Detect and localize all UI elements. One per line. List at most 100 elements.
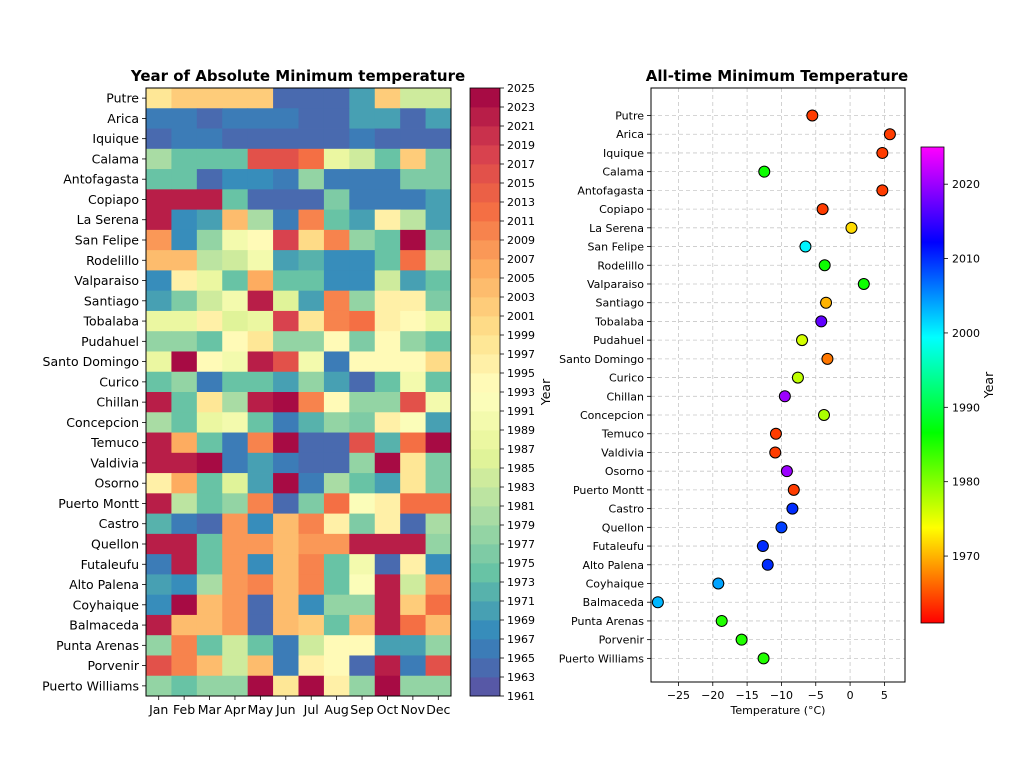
heatmap-cell (400, 675, 426, 697)
heatmap-colorbar-step (470, 259, 500, 279)
heatmap-colorbar-tick-label: 1977 (507, 538, 535, 551)
heatmap-colorbar-step (470, 506, 500, 526)
heatmap-colorbar-tick-label: 2011 (507, 215, 535, 228)
heatmap-cell (400, 169, 426, 190)
heatmap-cell (349, 574, 376, 596)
heatmap-cell (222, 675, 249, 697)
heatmap-cell (349, 270, 376, 292)
heatmap-cell (374, 229, 401, 251)
scatter-title: All-time Minimum Temperature (646, 67, 908, 85)
heatmap-cell (273, 331, 299, 352)
heatmap-x-tick-label: Jun (275, 702, 296, 717)
scatter-colorbar-tick-label: 2020 (952, 178, 980, 191)
scatter-point (796, 334, 809, 347)
heatmap-colorbar-tick-label: 2023 (507, 101, 535, 114)
heatmap-cell (247, 351, 274, 373)
heatmap-cell (349, 412, 376, 433)
heatmap-cell (323, 655, 350, 677)
heatmap-cell (349, 229, 376, 251)
heatmap-cell (298, 290, 325, 312)
heatmap-x-tick-label: Aug (324, 702, 348, 717)
heatmap-cell (349, 310, 376, 332)
heatmap-cell (323, 128, 350, 150)
scatter-y-tick-label: Antofagasta (577, 184, 644, 197)
scatter-y-tick-label: Concepcion (580, 409, 644, 422)
heatmap-cell (349, 250, 376, 271)
heatmap-cell (323, 331, 350, 352)
heatmap-cell (323, 88, 350, 109)
heatmap-cell (196, 412, 223, 433)
heatmap-cell (374, 533, 401, 555)
heatmap-cell (196, 594, 223, 616)
heatmap-cell (323, 635, 350, 656)
heatmap-cell (146, 310, 172, 332)
scatter-point (757, 652, 770, 665)
heatmap-colorbar-tick-label: 1993 (507, 386, 535, 399)
heatmap-cell (374, 513, 401, 535)
heatmap-colorbar-step (470, 392, 500, 412)
heatmap-cell (222, 88, 249, 109)
heatmap-cell (273, 574, 299, 596)
heatmap-cell (323, 169, 350, 190)
heatmap-cell (222, 533, 249, 555)
heatmap-cell (247, 635, 274, 656)
heatmap-cell (222, 432, 249, 454)
heatmap-y-tick-label: Futaleufu (81, 557, 139, 572)
heatmap-cell (374, 675, 401, 697)
heatmap-y-tick-label: Castro (99, 516, 139, 531)
heatmap-cell (374, 574, 401, 596)
heatmap-cell (323, 574, 350, 596)
heatmap-cell (222, 108, 249, 129)
heatmap-x-tick-label: Apr (224, 702, 246, 717)
heatmap-cell (146, 331, 172, 352)
heatmap-cell (196, 250, 223, 271)
heatmap-colorbar-tick-label: 2015 (507, 177, 535, 190)
heatmap-cell (273, 209, 299, 231)
heatmap-cell (425, 371, 452, 393)
heatmap-cell (146, 290, 172, 312)
heatmap-cell (425, 432, 452, 454)
heatmap-cell (196, 88, 223, 109)
heatmap-cell (425, 189, 452, 210)
heatmap-cell (400, 635, 426, 656)
heatmap-cell (298, 513, 325, 535)
heatmap-cell (425, 88, 452, 109)
heatmap-cell (323, 270, 350, 292)
heatmap-cell (222, 635, 249, 656)
heatmap-colorbar-tick-label: 2019 (507, 139, 535, 152)
heatmap-colorbar-tick-label: 1997 (507, 348, 535, 361)
heatmap-y-tick-label: Santiago (84, 293, 139, 308)
heatmap-cell (273, 473, 299, 494)
heatmap-colorbar-step (470, 639, 500, 659)
heatmap-cell (273, 452, 299, 474)
heatmap-cell (196, 371, 223, 393)
heatmap-colorbar-step (470, 525, 500, 545)
heatmap-cell (374, 614, 401, 636)
heatmap-cell (146, 513, 172, 535)
scatter-point (786, 502, 799, 515)
heatmap-colorbar-step (470, 677, 500, 697)
scatter-y-tick-label: Rodelillo (597, 259, 644, 272)
scatter-colorbar-label: Year (981, 371, 996, 399)
heatmap-cell (222, 392, 249, 413)
heatmap-y-tick-label: Alto Palena (69, 577, 139, 592)
heatmap-colorbar-tick-label: 1981 (507, 500, 535, 513)
heatmap-cell (298, 635, 325, 656)
heatmap-cell (196, 452, 223, 474)
heatmap-cell (298, 533, 325, 555)
scatter-y-tick-label: Castro (609, 503, 645, 516)
heatmap-chart: Year of Absolute Minimum temperature Put… (42, 67, 465, 717)
scatter-point (817, 409, 830, 422)
heatmap-cell (273, 554, 299, 575)
heatmap-cell (196, 290, 223, 312)
heatmap-cell (222, 331, 249, 352)
heatmap-cell (349, 128, 376, 150)
heatmap-colorbar-step (470, 582, 500, 602)
heatmap-cell (171, 310, 198, 332)
heatmap-cell (298, 250, 325, 271)
heatmap-cell (171, 493, 198, 514)
heatmap-cell (247, 574, 274, 596)
heatmap-colorbar-tick-label: 1965 (507, 652, 535, 665)
heatmap-colorbar: 1961 1963 1965 1967 1969 1971 1973 1975 1977 1979… (469, 82, 553, 703)
heatmap-colorbar-step (470, 335, 500, 355)
